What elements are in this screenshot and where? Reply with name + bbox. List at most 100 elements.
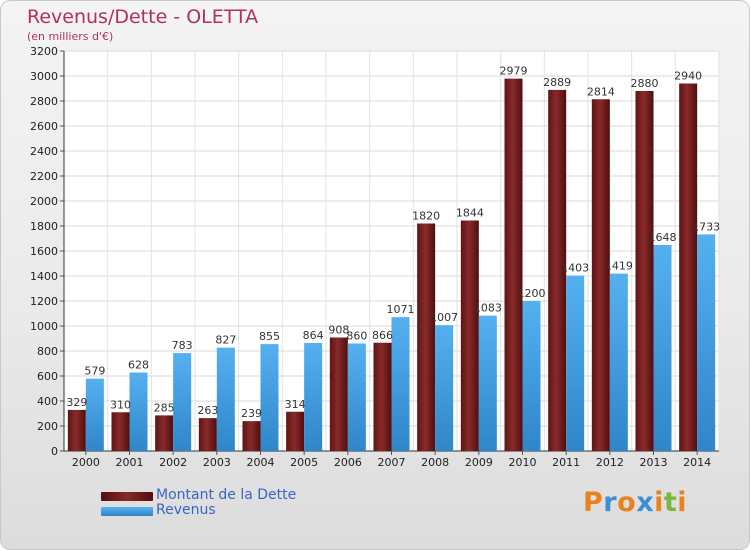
bar-revenus bbox=[347, 343, 366, 451]
data-label-revenus: 1071 bbox=[387, 303, 415, 316]
y-tick-label: 0 bbox=[51, 445, 58, 458]
logo-letter: t bbox=[663, 487, 678, 518]
x-tick-label: 2014 bbox=[683, 456, 711, 469]
data-label-dette: 2880 bbox=[631, 77, 659, 90]
data-label-revenus: 860 bbox=[346, 330, 367, 343]
bar-revenus bbox=[566, 275, 585, 451]
legend-swatch-revenus bbox=[101, 507, 153, 516]
data-label-dette: 908 bbox=[328, 324, 349, 337]
y-tick-label: 1600 bbox=[30, 245, 58, 258]
x-tick-label: 2011 bbox=[552, 456, 580, 469]
data-label-revenus: 855 bbox=[259, 330, 280, 343]
data-label-dette: 1820 bbox=[412, 210, 440, 223]
y-tick-label: 3200 bbox=[30, 45, 58, 58]
bar-revenus bbox=[216, 347, 235, 451]
y-tick-label: 1000 bbox=[30, 320, 58, 333]
bar-dette bbox=[504, 78, 523, 451]
logo-letter: o bbox=[617, 487, 637, 518]
x-tick-label: 2010 bbox=[509, 456, 537, 469]
data-label-dette: 866 bbox=[372, 329, 393, 342]
x-tick-label: 2005 bbox=[290, 456, 318, 469]
bar-revenus bbox=[85, 378, 104, 451]
data-label-dette: 239 bbox=[241, 407, 262, 420]
bar-dette bbox=[548, 89, 567, 451]
y-tick-label: 1800 bbox=[30, 220, 58, 233]
y-tick-label: 3000 bbox=[30, 70, 58, 83]
bar-dette bbox=[329, 337, 348, 451]
data-label-dette: 310 bbox=[110, 398, 131, 411]
chart-title: Revenus/Dette - OLETTA bbox=[27, 6, 259, 28]
legend-label-dette: Montant de la Dette bbox=[156, 487, 297, 503]
bar-revenus bbox=[697, 234, 716, 451]
y-tick-label: 2800 bbox=[30, 95, 58, 108]
data-label-revenus: 1007 bbox=[430, 311, 458, 324]
data-label-dette: 314 bbox=[285, 398, 306, 411]
bar-revenus bbox=[304, 343, 323, 451]
bar-dette bbox=[635, 91, 654, 451]
bar-revenus bbox=[653, 245, 672, 451]
data-label-revenus: 579 bbox=[84, 365, 105, 378]
legend-swatch-dette bbox=[101, 492, 153, 501]
x-tick-label: 2009 bbox=[465, 456, 493, 469]
data-label-dette: 2979 bbox=[500, 65, 528, 78]
x-tick-label: 2000 bbox=[72, 456, 100, 469]
x-tick-label: 2012 bbox=[596, 456, 624, 469]
bar-revenus bbox=[129, 372, 148, 451]
logo-letter: r bbox=[603, 487, 618, 518]
y-tick-label: 2200 bbox=[30, 170, 58, 183]
x-tick-label: 2001 bbox=[116, 456, 144, 469]
logo-letter: i bbox=[677, 487, 688, 518]
data-label-revenus: 1648 bbox=[649, 231, 677, 244]
y-tick-label: 2000 bbox=[30, 195, 58, 208]
bar-dette bbox=[242, 421, 261, 451]
data-label-revenus: 1083 bbox=[474, 302, 502, 315]
bar-dette bbox=[679, 83, 698, 451]
bar-dette bbox=[111, 412, 130, 451]
y-tick-label: 1400 bbox=[30, 270, 58, 283]
logo-letter: x bbox=[636, 487, 655, 518]
data-label-dette: 2889 bbox=[543, 76, 571, 89]
axes: 0 200 400 600 800 1000 1200 1400 1600 1800 2000 220… bbox=[30, 45, 719, 469]
bar-dette bbox=[591, 99, 610, 451]
logo-letter: i bbox=[654, 487, 664, 518]
data-label-revenus: 827 bbox=[215, 334, 236, 347]
legend-label-revenus: Revenus bbox=[156, 502, 216, 518]
proxiti-logo: Proxiti bbox=[583, 487, 687, 518]
bar-dette bbox=[373, 342, 392, 451]
bars bbox=[67, 78, 716, 451]
x-tick-label: 2013 bbox=[640, 456, 668, 469]
data-label-revenus: 1403 bbox=[561, 262, 589, 275]
data-label-dette: 285 bbox=[154, 401, 175, 414]
data-label-dette: 263 bbox=[197, 404, 218, 417]
bar-dette bbox=[155, 415, 174, 451]
bar-dette bbox=[417, 223, 436, 451]
data-label-revenus: 783 bbox=[172, 339, 193, 352]
x-tick-label: 2008 bbox=[421, 456, 449, 469]
bar-revenus bbox=[391, 317, 410, 451]
data-label-dette: 2940 bbox=[674, 70, 702, 83]
y-tick-label: 200 bbox=[37, 420, 58, 433]
data-label-revenus: 1419 bbox=[605, 260, 633, 273]
logo-letter: P bbox=[583, 487, 604, 518]
data-label-dette: 1844 bbox=[456, 207, 484, 220]
bar-dette bbox=[198, 418, 217, 451]
data-label-dette: 2814 bbox=[587, 85, 615, 98]
data-label-revenus: 864 bbox=[303, 329, 324, 342]
data-labels: 329 310 285 263 239 314 908 866 1820 1844 2979 2889… bbox=[66, 65, 720, 421]
bar-dette bbox=[460, 220, 479, 451]
y-tick-label: 1200 bbox=[30, 295, 58, 308]
x-tick-label: 2003 bbox=[203, 456, 231, 469]
x-tick-label: 2007 bbox=[378, 456, 406, 469]
bar-revenus bbox=[478, 315, 497, 451]
data-label-revenus: 1200 bbox=[518, 287, 546, 300]
chart-subtitle: (en milliers d'€) bbox=[27, 30, 114, 43]
y-tick-label: 400 bbox=[37, 395, 58, 408]
y-tick-label: 2400 bbox=[30, 145, 58, 158]
data-label-dette: 329 bbox=[66, 396, 87, 409]
bar-revenus bbox=[173, 353, 192, 451]
y-tick-label: 2600 bbox=[30, 120, 58, 133]
bar-dette bbox=[67, 409, 86, 451]
x-tick-label: 2002 bbox=[159, 456, 187, 469]
